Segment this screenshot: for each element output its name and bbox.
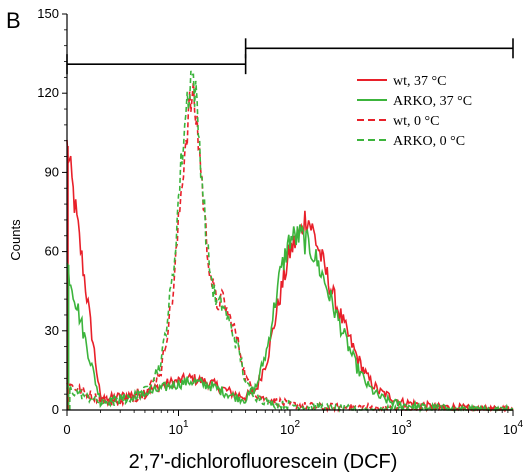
legend-label: ARKO, 37 °C [393, 94, 472, 109]
y-tick-label: 0 [52, 402, 59, 417]
y-axis-label: Counts [8, 219, 23, 261]
x-axis-label: 2',7'-dichlorofluorescein (DCF) [129, 451, 398, 473]
legend-label: wt, 0 °C [393, 114, 439, 129]
y-tick-label: 120 [37, 85, 59, 100]
legend-item: ARKO, 37 °C [357, 94, 472, 109]
y-tick-label: 150 [37, 6, 59, 21]
series-line [66, 224, 514, 414]
legend-label: wt, 37 °C [393, 74, 446, 89]
panel-letter: B [6, 8, 21, 33]
legend-item: wt, 37 °C [357, 74, 446, 89]
legend-item: ARKO, 0 °C [357, 134, 465, 149]
series-line [66, 70, 514, 413]
legend-label: ARKO, 0 °C [393, 134, 465, 149]
gate-2 [244, 38, 514, 59]
legend: wt, 37 °C ARKO, 37 °C wt, 0 °C ARKO, 0 °C [357, 74, 472, 149]
legend-item: wt, 0 °C [357, 114, 439, 129]
y-tick-label: 30 [45, 323, 59, 338]
series-layer [66, 70, 514, 414]
y-tick-label: 90 [45, 164, 59, 179]
x-tick-label: 0 [63, 422, 70, 437]
series-4 [66, 70, 514, 413]
y-tick-label: 60 [45, 244, 59, 259]
